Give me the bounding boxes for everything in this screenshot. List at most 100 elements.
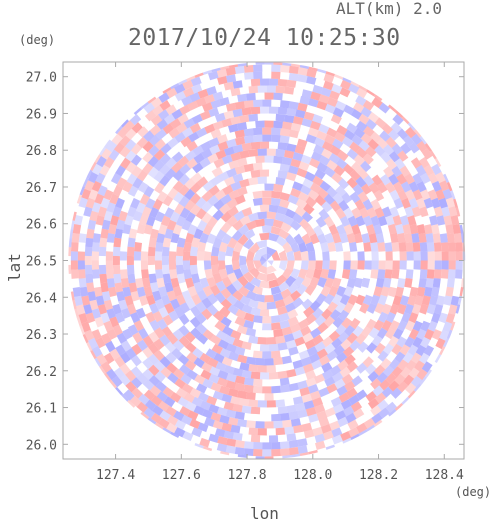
- radar-cell: [366, 207, 377, 219]
- radar-cell: [271, 413, 281, 422]
- radar-cell: [146, 83, 158, 95]
- radar-cell: [190, 327, 202, 339]
- radar-cell: [269, 106, 279, 114]
- radar-cell: [103, 210, 113, 222]
- radar-cell: [254, 218, 265, 227]
- radar-cell: [357, 251, 365, 261]
- radar-cell: [101, 361, 112, 373]
- radar-cell: [295, 109, 306, 119]
- radar-cell: [93, 286, 103, 297]
- radar-cell: [78, 233, 87, 243]
- radar-cell: [220, 193, 232, 205]
- radar-cell: [222, 325, 234, 337]
- radar-cell: [433, 206, 444, 217]
- radar-cell: [175, 122, 188, 134]
- radar-cell: [385, 136, 397, 149]
- radar-cell: [232, 144, 244, 154]
- radar-cell: [84, 246, 93, 257]
- radar-cell: [297, 438, 308, 447]
- radar-cell: [346, 361, 359, 373]
- radar-cell: [153, 170, 165, 183]
- radar-cell: [329, 90, 341, 101]
- radar-cell: [403, 135, 415, 147]
- x-tick-label: 127.6: [162, 468, 201, 483]
- radar-cell: [266, 265, 277, 275]
- radar-cell: [290, 418, 301, 427]
- radar-cell: [290, 158, 301, 168]
- radar-cell: [268, 343, 279, 352]
- radar-cell: [360, 133, 373, 145]
- radar-cell: [409, 286, 419, 297]
- radar-cell: [330, 114, 342, 125]
- radar-cell: [213, 157, 225, 169]
- radar-cell: [343, 260, 351, 270]
- radar-cell: [427, 376, 439, 389]
- radar-cell: [186, 158, 198, 169]
- radar-cell: [280, 288, 292, 300]
- radar-cell: [218, 241, 228, 253]
- radar-cell: [241, 142, 252, 151]
- radar-cell: [248, 427, 258, 436]
- radar-cell: [194, 374, 206, 385]
- radar-cell: [343, 286, 354, 297]
- radar-cell: [191, 83, 203, 94]
- radar-cell: [201, 190, 213, 202]
- radar-cell: [185, 342, 197, 354]
- radar-cell: [271, 442, 281, 450]
- radar-cell: [210, 382, 222, 393]
- radar-cell: [83, 206, 93, 217]
- radar-cell: [332, 277, 342, 289]
- radar-cell: [393, 181, 404, 193]
- radar-cell: [269, 372, 279, 380]
- radar-cell: [148, 364, 160, 376]
- radar-cell: [152, 405, 164, 416]
- radar-cell: [230, 52, 240, 60]
- radar-cell: [382, 277, 392, 288]
- radar-cell: [301, 393, 313, 403]
- radar-cell: [150, 97, 163, 109]
- radar-cell: [120, 352, 131, 364]
- radar-cell: [275, 148, 286, 157]
- radar-cell: [262, 190, 272, 198]
- radar-cell: [388, 151, 400, 163]
- radar-cell: [238, 224, 250, 235]
- radar-cell: [155, 211, 165, 223]
- radar-cell: [301, 233, 313, 245]
- radar-cell: [405, 320, 416, 332]
- radar-cell: [112, 264, 121, 275]
- radar-cell: [184, 178, 196, 190]
- radar-cell: [304, 339, 316, 350]
- radar-cell: [271, 449, 281, 457]
- radar-cell: [308, 449, 319, 459]
- radar-cell: [356, 120, 368, 132]
- radar-cell: [429, 148, 441, 160]
- radar-cell: [373, 319, 385, 331]
- radar-cell: [153, 338, 165, 351]
- radar-cell: [306, 346, 318, 357]
- radar-cell: [405, 359, 417, 372]
- radar-cell: [99, 273, 108, 284]
- radar-cell: [438, 312, 448, 324]
- radar-cell: [250, 106, 261, 115]
- radar-cell: [412, 242, 421, 252]
- radar-cell: [244, 441, 254, 449]
- radar-cell: [170, 232, 180, 244]
- radar-cell: [394, 158, 406, 170]
- radar-cell: [433, 369, 444, 381]
- radar-cell: [226, 438, 237, 447]
- radar-cell: [328, 152, 341, 164]
- radar-cell: [374, 392, 387, 404]
- radar-cell: [280, 100, 290, 109]
- radar-cell: [116, 177, 127, 189]
- radar-cell: [319, 180, 331, 192]
- radar-cell: [374, 145, 386, 157]
- radar-cell: [95, 172, 106, 184]
- radar-cell: [201, 201, 213, 213]
- radar-cell: [221, 233, 232, 245]
- radar-cell: [199, 232, 209, 244]
- radar-cell: [271, 315, 281, 324]
- radar-cell: [298, 161, 310, 171]
- radar-cell: [252, 315, 263, 324]
- radar-cell: [314, 314, 327, 327]
- radar-cell: [385, 372, 397, 385]
